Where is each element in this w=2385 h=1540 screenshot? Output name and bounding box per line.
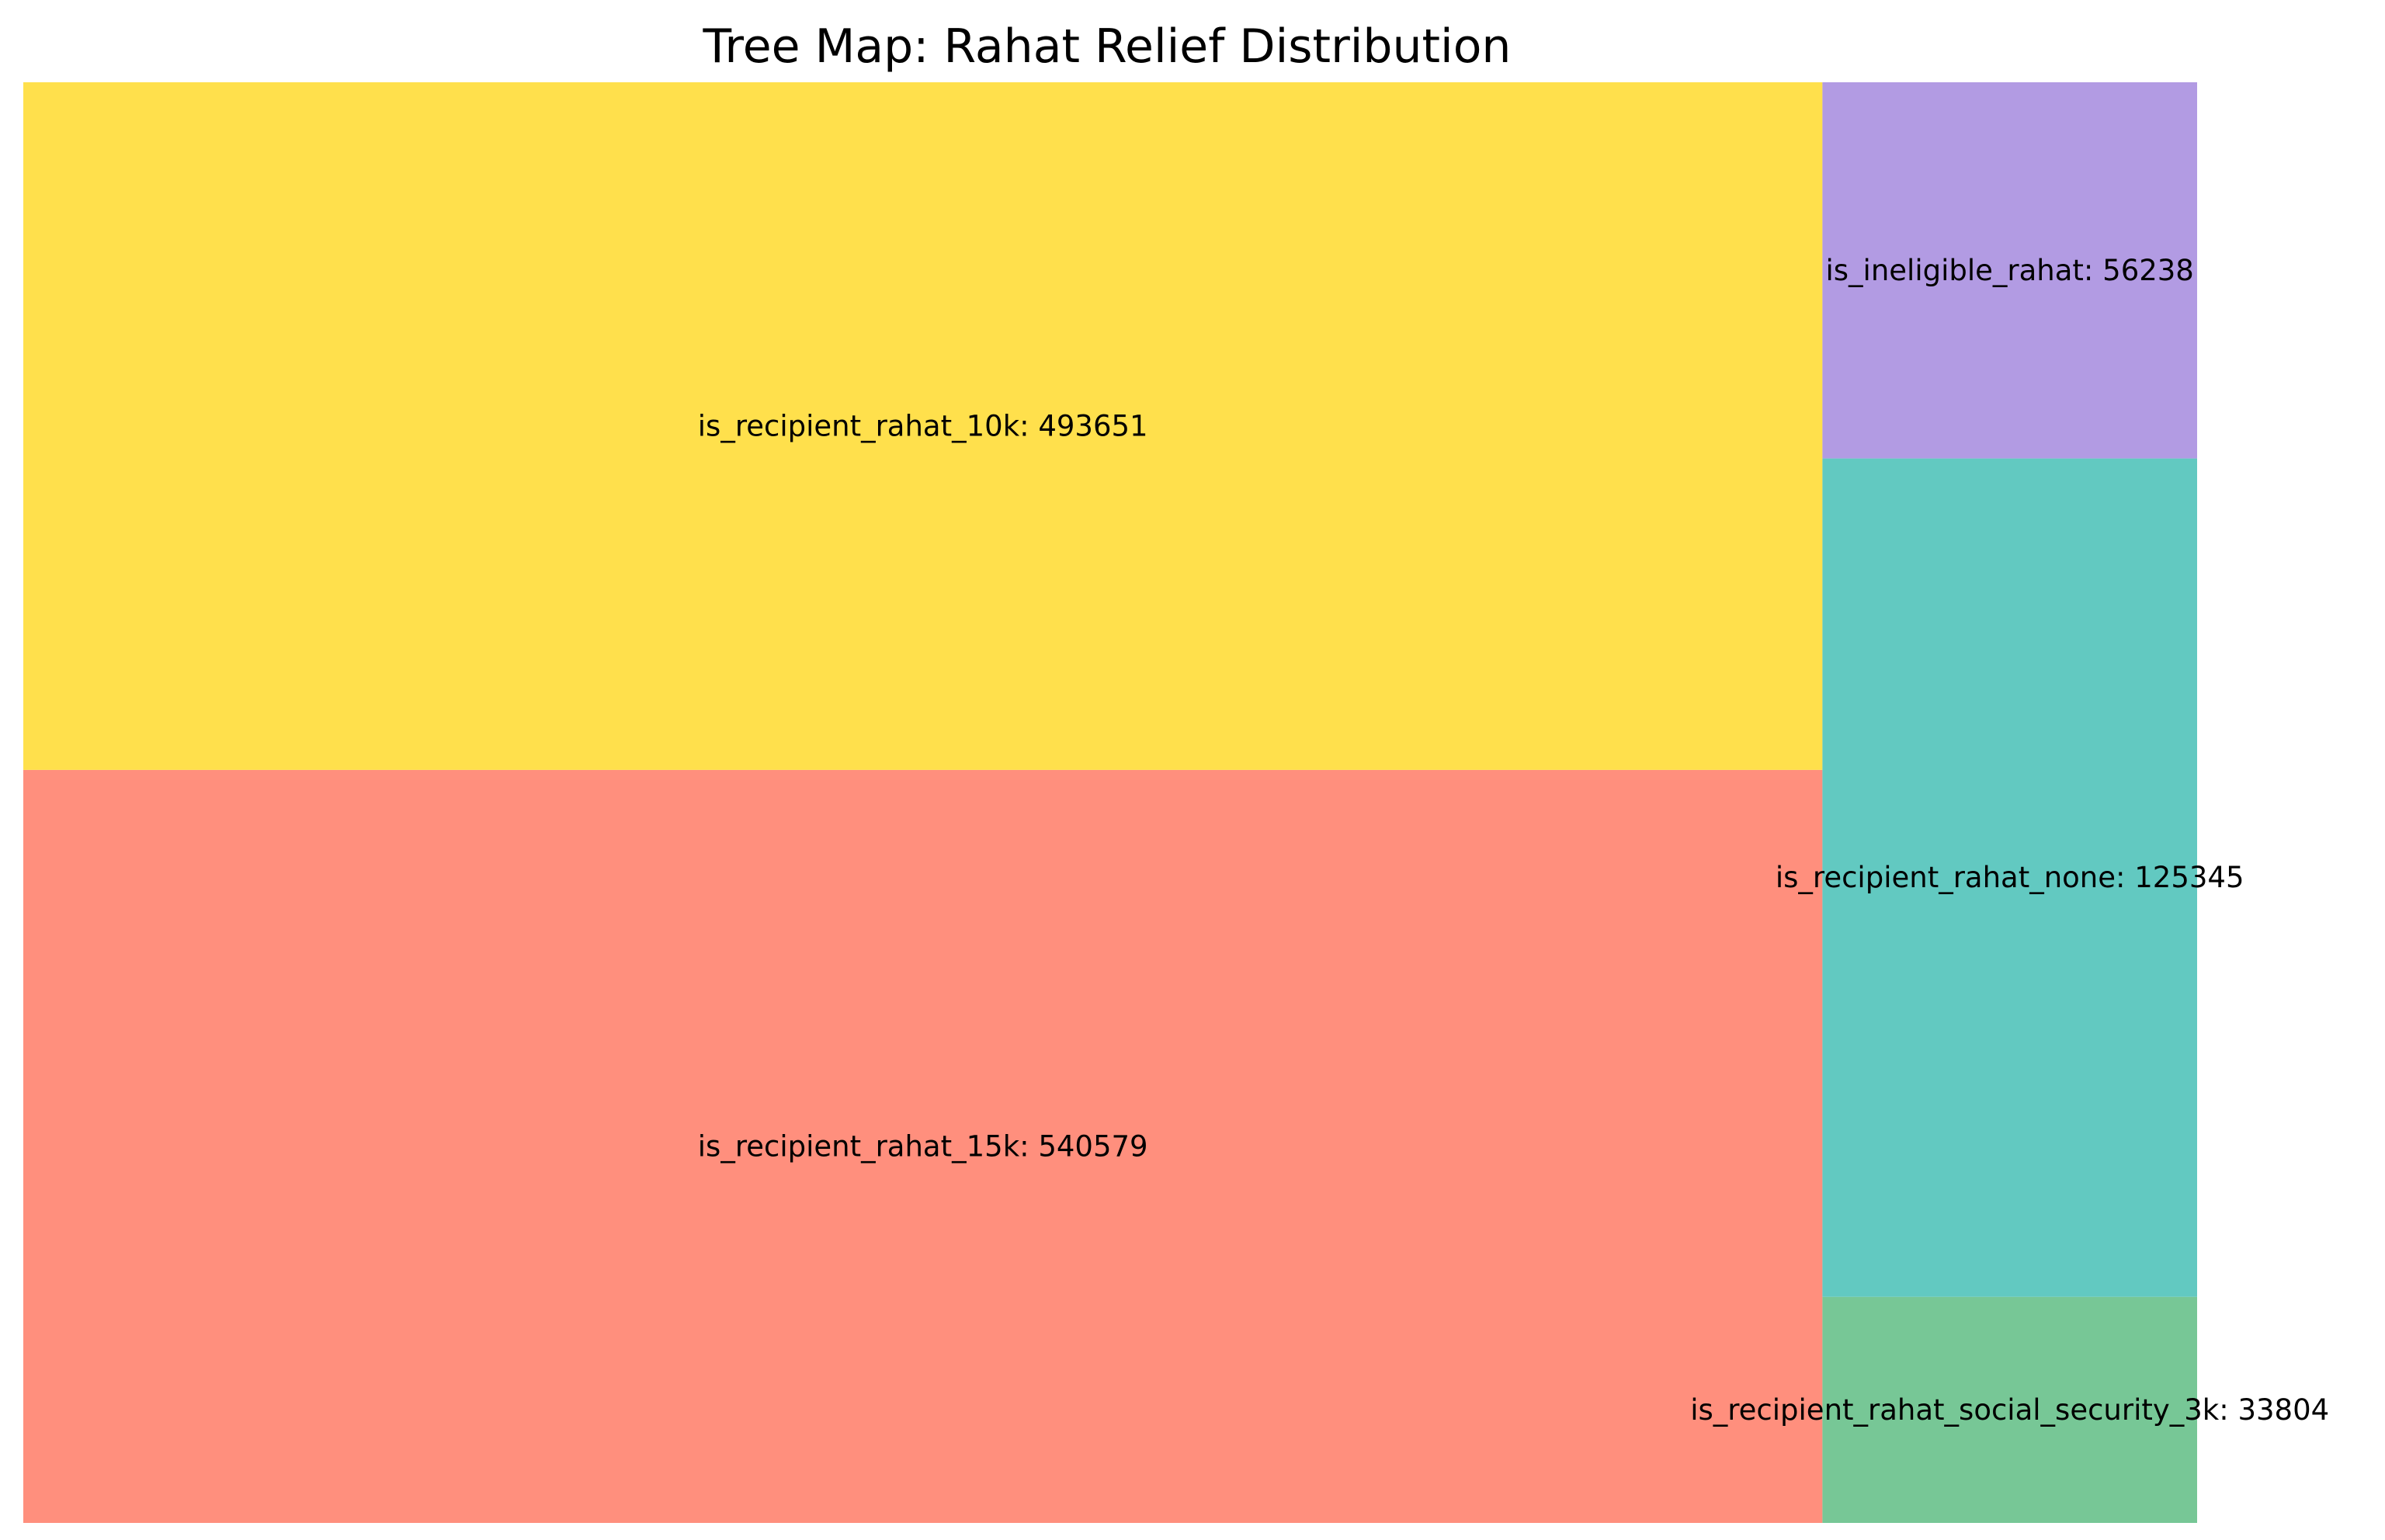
tile-label-is-recipient-rahat-15k: is_recipient_rahat_15k: 540579	[698, 1129, 1148, 1163]
tile-is-recipient-rahat-none	[1822, 458, 2197, 1297]
tile-label-is-ineligible-rahat: is_ineligible_rahat: 56238	[1826, 254, 2194, 287]
tile-is-recipient-rahat-10k	[23, 82, 1823, 770]
treemap-tiles: is_recipient_rahat_15k: 540579 is_recipie…	[23, 82, 2329, 1523]
tile-is-ineligible-rahat	[1822, 82, 2197, 459]
tile-label-is-recipient-rahat-social-security-3k: is_recipient_rahat_social_security_3k: 3…	[1690, 1393, 2329, 1427]
tile-label-is-recipient-rahat-none: is_recipient_rahat_none: 125345	[1776, 861, 2244, 894]
tile-label-is-recipient-rahat-10k: is_recipient_rahat_10k: 493651	[698, 409, 1148, 442]
tile-is-recipient-rahat-15k	[23, 769, 1823, 1523]
tile-is-recipient-rahat-social-security-3k	[1822, 1296, 2197, 1523]
chart-title: Tree Map: Rahat Relief Distribution	[703, 19, 1512, 74]
